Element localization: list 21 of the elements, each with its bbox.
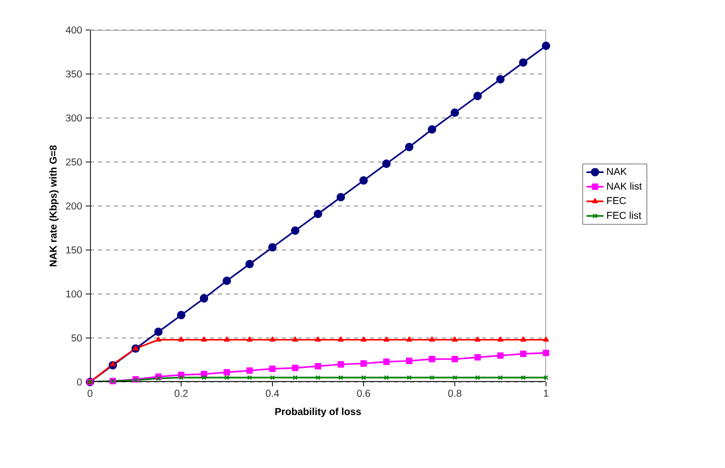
y-tick-label: 400 — [66, 26, 82, 34]
legend-label: FEC list — [607, 212, 642, 219]
y-tick-label: 50 — [71, 334, 82, 342]
x-tick-label: 0.6 — [357, 390, 370, 397]
y-tick-label: 200 — [66, 202, 82, 210]
x-tick-label: 0.2 — [174, 390, 188, 397]
y-tick-label: 350 — [66, 70, 82, 78]
x-axis-title: Probability of loss — [275, 408, 361, 418]
x-tick-label: 1 — [544, 390, 548, 397]
legend-label: NAK — [607, 168, 627, 175]
legend-label: FEC — [607, 197, 626, 204]
x-tick-label: 0 — [88, 390, 92, 397]
y-tick-label: 300 — [66, 114, 82, 122]
y-tick-label: 250 — [66, 158, 82, 166]
y-tick-label: 100 — [66, 290, 82, 298]
legend-label: NAK list — [607, 182, 642, 190]
y-tick-label: 0 — [77, 378, 82, 386]
y-axis-title: NAK rate (Kbps) with G=8 — [49, 145, 59, 266]
x-tick-label: 0.8 — [448, 390, 462, 397]
x-tick-label: 0.4 — [266, 390, 280, 397]
y-tick-label: 150 — [66, 246, 82, 254]
